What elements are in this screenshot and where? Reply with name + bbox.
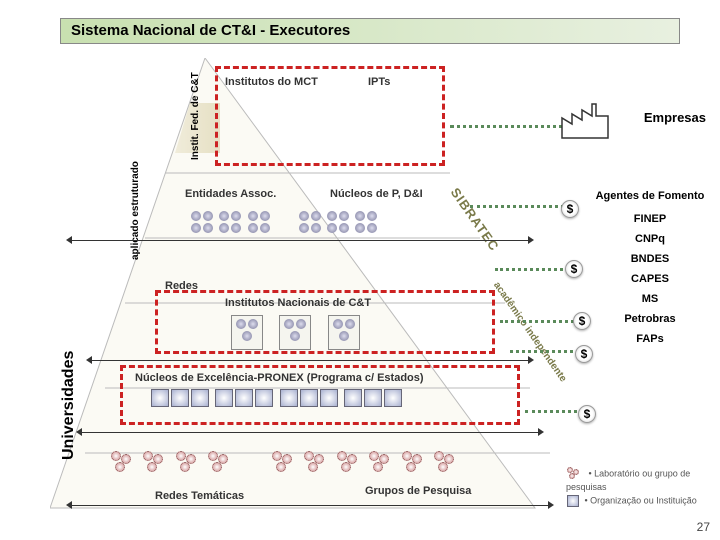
- pronex-row: [150, 388, 403, 413]
- arrow-to-finep: [495, 268, 575, 271]
- funding-item: Petrobras: [590, 309, 710, 329]
- gear-row: [110, 450, 461, 483]
- dots-row: [190, 210, 378, 239]
- funding-item: BNDES: [590, 249, 710, 269]
- legend-org: • Organização ou Instituição: [566, 494, 716, 508]
- arrow-to-ms: [510, 350, 585, 353]
- funding-item: CAPES: [590, 269, 710, 289]
- inct-row: [225, 315, 366, 350]
- baseline-arrow: [90, 360, 530, 361]
- label-empresas: Empresas: [600, 110, 710, 144]
- axis-universidades: Universidades: [60, 351, 78, 460]
- funding-item: FINEP: [590, 209, 710, 229]
- dollar-icon: $: [575, 345, 593, 363]
- label-nucleos-pdi: Núcleos de P, D&I: [330, 188, 423, 200]
- funding-item: MS: [590, 289, 710, 309]
- dashed-box-top: [215, 66, 445, 166]
- funding-header: Agentes de Fomento: [590, 190, 710, 203]
- dollar-icon: $: [578, 405, 596, 423]
- arrow-to-capes: [500, 320, 580, 323]
- legend-lab: • Laboratório ou grupo de pesquisas: [566, 466, 716, 492]
- slide-number: 27: [697, 520, 710, 534]
- funding-item: CNPq: [590, 229, 710, 249]
- axis-aplicado-estruturado: aplicado estruturado: [130, 161, 141, 260]
- baseline-arrow: [80, 432, 540, 433]
- baseline-arrow: [70, 505, 550, 506]
- label-grupos-pesquisa: Grupos de Pesquisa: [365, 485, 471, 497]
- baseline-arrow: [70, 240, 530, 241]
- dollar-icon: $: [561, 200, 579, 218]
- arrow-to-agentes: [470, 205, 570, 208]
- label-redes-tematicas: Redes Temáticas: [155, 490, 244, 502]
- legend: • Laboratório ou grupo de pesquisas • Or…: [566, 464, 716, 510]
- page-title: Sistema Nacional de CT&I - Executores: [60, 18, 680, 44]
- dollar-icon: $: [565, 260, 583, 278]
- label-entidades-assoc: Entidades Assoc.: [185, 188, 276, 200]
- arrow-to-empresas: [450, 125, 570, 128]
- axis-instit-fed-ct: Instit. Fed. de C&T: [190, 72, 201, 160]
- funding-list: Agentes de Fomento FINEP CNPq BNDES CAPE…: [590, 190, 710, 349]
- funding-item: FAPs: [590, 329, 710, 349]
- dollar-icon: $: [573, 312, 591, 330]
